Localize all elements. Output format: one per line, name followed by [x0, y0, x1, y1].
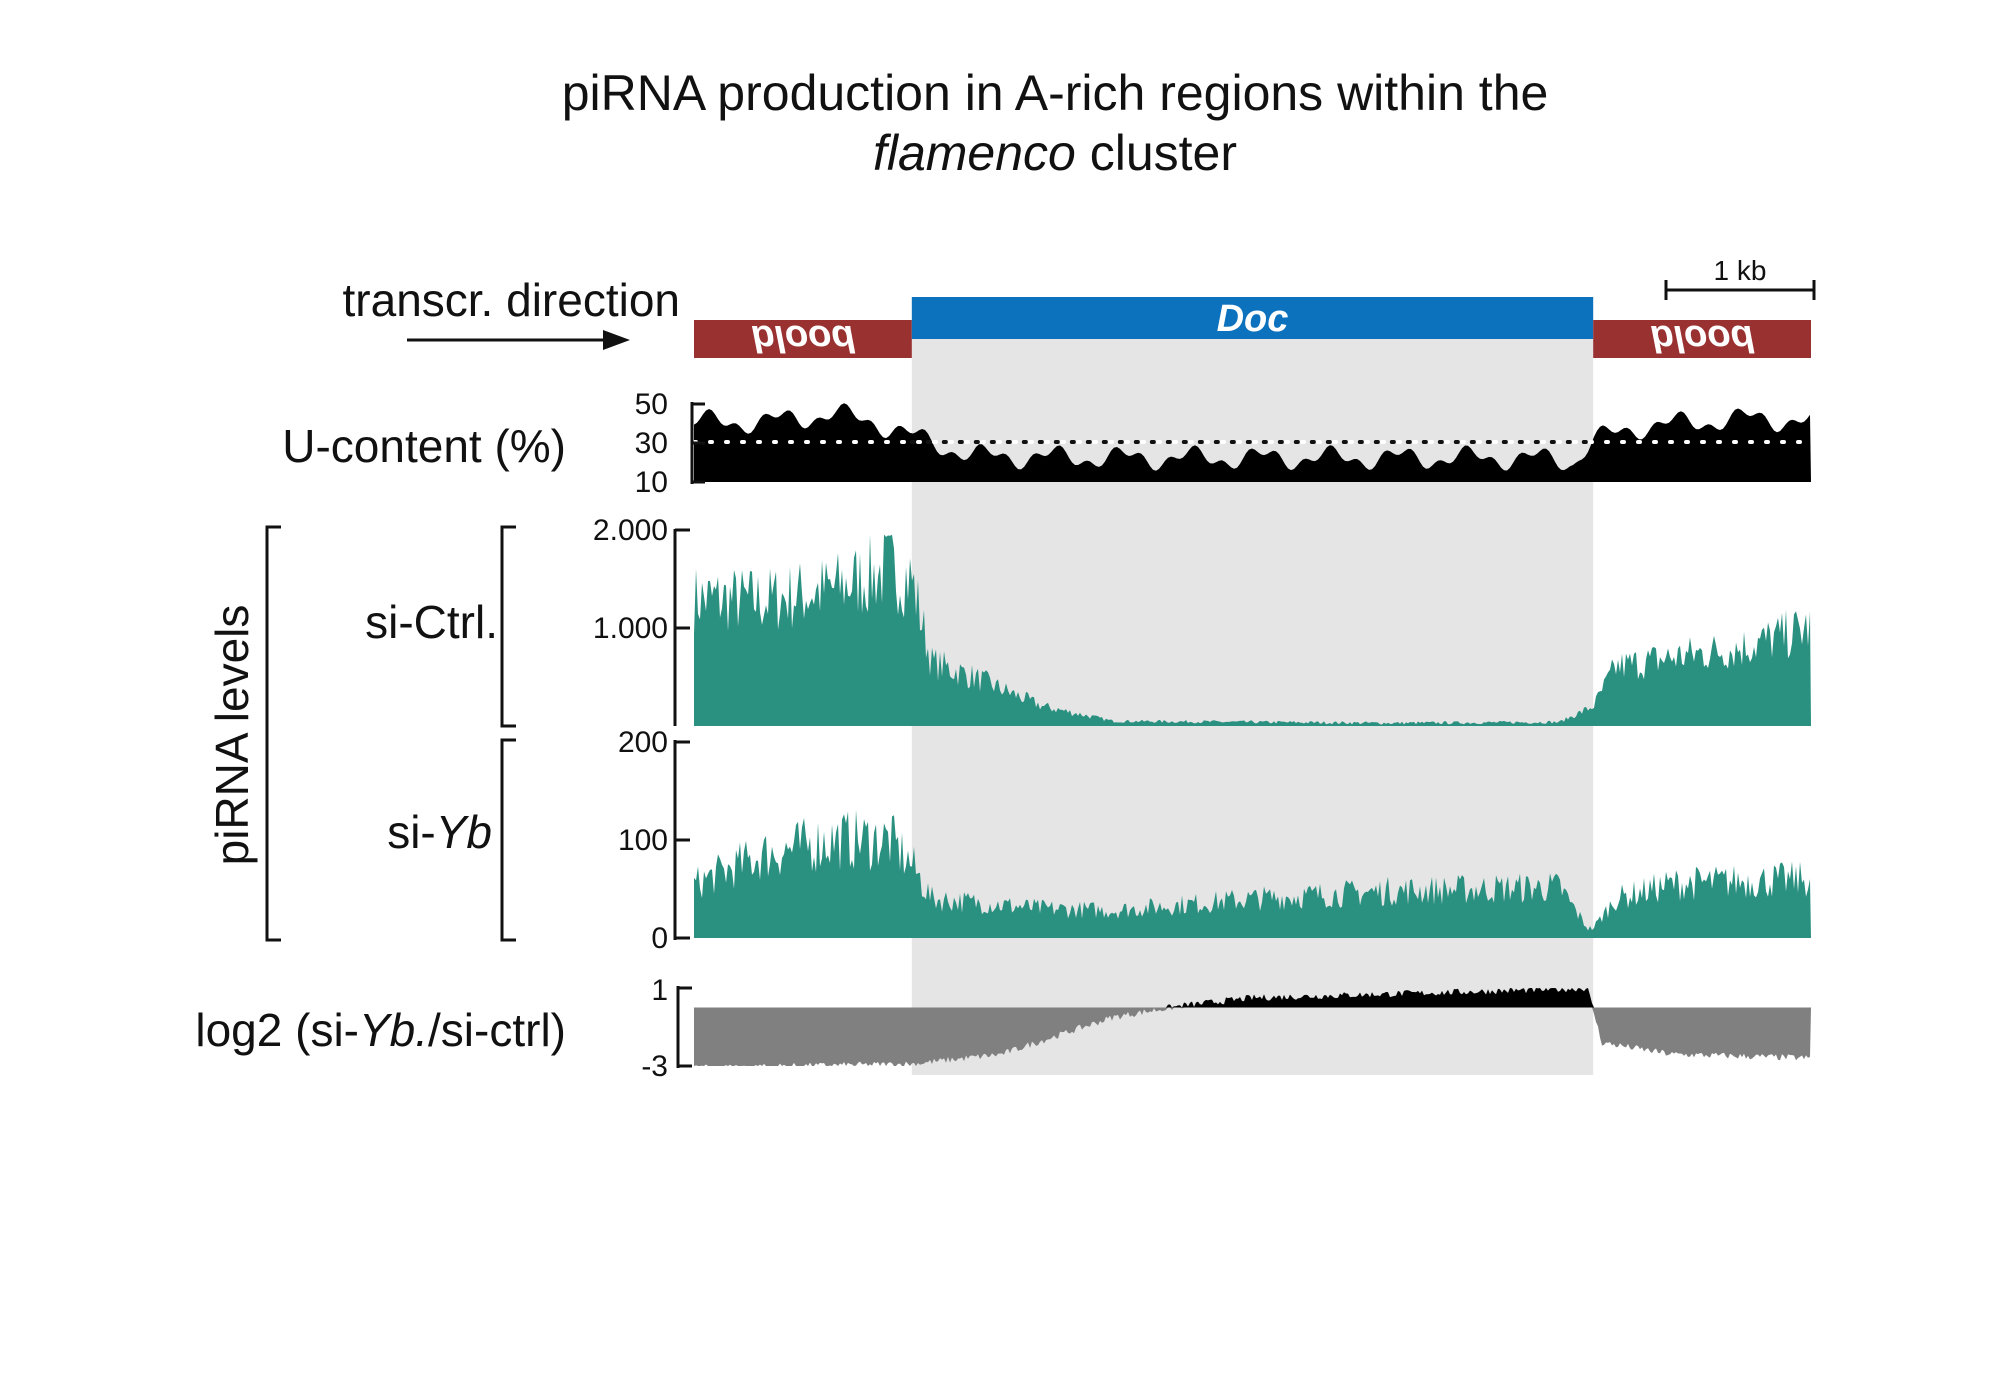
- title-rest: cluster: [1076, 125, 1237, 181]
- u-tick-10: 10: [635, 466, 668, 499]
- feature-bar-doc-1: [911, 297, 1594, 339]
- u-tick-50: 50: [635, 388, 668, 421]
- feature-label-blood-0: blood: [751, 317, 855, 359]
- direction-arrow-icon: [603, 330, 630, 350]
- pirna-levels-bracket: [265, 525, 281, 942]
- scale-bar-label: 1 kb: [1714, 255, 1767, 286]
- si-yb-axis: [673, 740, 690, 940]
- log2-negative-area: [694, 1007, 1811, 1066]
- si-ctrl-label: si-Ctrl.: [365, 596, 498, 648]
- yb-tick-0: 0: [651, 922, 668, 955]
- yb-tick-200: 200: [618, 726, 668, 759]
- u-content-label: U-content (%): [282, 420, 566, 472]
- log2-label: log2 (si-Yb./si-ctrl): [195, 1004, 566, 1056]
- feature-bar-blood-2: [1593, 320, 1811, 358]
- si-yb-label: si-Yb: [387, 806, 492, 858]
- yb-tick-100: 100: [618, 824, 668, 857]
- ctrl-tick-2000: 2.000: [593, 514, 668, 547]
- si-ctrl-bracket: [500, 525, 516, 728]
- si-yb-area: [694, 809, 1811, 938]
- pirna-levels-label: piRNA levels: [206, 605, 258, 866]
- u-content-axis: [690, 402, 705, 484]
- log2-axis: [676, 986, 692, 1068]
- log2-tick-minus3: -3: [641, 1050, 668, 1083]
- si-yb-bracket: [500, 738, 516, 942]
- feature-track: blood Doc blood: [694, 297, 1811, 359]
- si-ctrl-axis: [673, 528, 690, 726]
- chart-title-line2: flamenco cluster: [873, 125, 1237, 181]
- feature-bar-blood-0: [694, 320, 912, 358]
- chart-title: piRNA production in A-rich regions withi…: [562, 65, 1549, 121]
- u-content-area: [694, 403, 1811, 482]
- log2-positive-area: [694, 988, 1811, 1008]
- direction-label: transcr. direction: [343, 274, 680, 326]
- title-italic-word: flamenco: [873, 125, 1076, 181]
- feature-label-doc-1: Doc: [1217, 298, 1289, 340]
- feature-label-blood-2: blood: [1650, 317, 1754, 359]
- si-ctrl-area: [694, 534, 1811, 726]
- ctrl-tick-1000: 1.000: [593, 612, 668, 645]
- log2-tick-1: 1: [651, 974, 668, 1007]
- u-tick-30: 30: [635, 427, 668, 460]
